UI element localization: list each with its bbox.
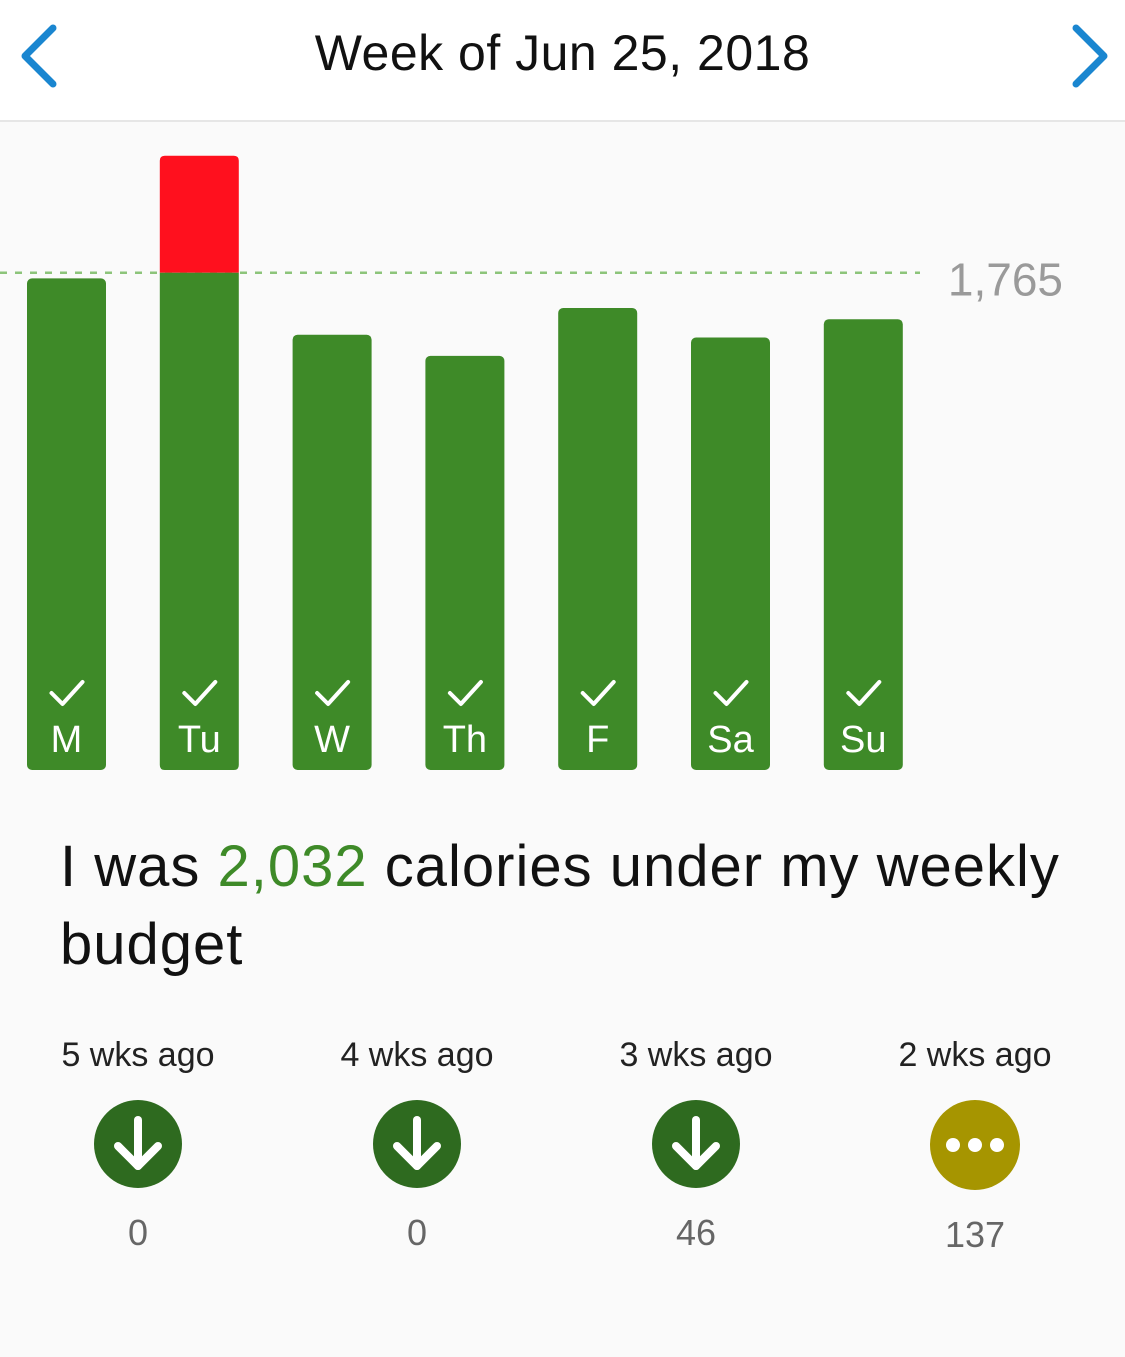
bar (558, 307, 638, 770)
history-value: 0 (127, 1212, 149, 1253)
weekly-calorie-chart: 1,765 M Tu W Th F Sa Su (0, 155, 1063, 770)
history-value: 46 (675, 1212, 717, 1253)
day-label: W (314, 719, 350, 761)
weekly-summary: I was 2,032 calories under my weekly bud… (60, 828, 1060, 984)
check-icon (713, 680, 749, 706)
bar (292, 334, 372, 770)
more-dots-icon (930, 1100, 1020, 1190)
next-week-button[interactable] (1055, 18, 1125, 94)
summary-suffix: calories under my weekly budget (60, 834, 1060, 977)
day-label: F (586, 719, 609, 761)
bar (27, 278, 106, 770)
bar (691, 337, 770, 770)
history-item[interactable]: 4 wks ago 0 (297, 1030, 537, 1254)
history-value: 137 (944, 1214, 1006, 1255)
check-icon (315, 680, 351, 706)
check-icon (580, 680, 616, 706)
previous-week-button[interactable] (4, 18, 74, 94)
check-icon (846, 680, 882, 706)
arrow-down-icon (373, 1100, 461, 1188)
budget-label: 1,765 (948, 254, 1063, 306)
chevron-left-icon (21, 24, 57, 88)
history-value: 0 (406, 1212, 428, 1253)
history-label: 3 wks ago (619, 1036, 773, 1074)
summary-prefix: I was (60, 834, 201, 899)
bar-over-budget (159, 155, 239, 273)
history-item[interactable]: 2 wks ago 137 (855, 1030, 1095, 1256)
history-label: 5 wks ago (61, 1036, 215, 1074)
day-label: Sa (707, 719, 754, 761)
arrow-down-icon (94, 1100, 182, 1188)
header-bar: Week of Jun 25, 2018 (0, 0, 1125, 122)
history-label: 4 wks ago (340, 1036, 494, 1074)
day-label: Su (840, 719, 886, 761)
chevron-right-icon (1072, 24, 1108, 88)
history-item[interactable]: 5 wks ago 0 (18, 1030, 258, 1254)
history-label: 2 wks ago (898, 1036, 1052, 1074)
page-title: Week of Jun 25, 2018 (314, 25, 811, 81)
bar (159, 272, 239, 770)
check-icon (447, 680, 483, 706)
summary-amount: 2,032 (217, 834, 368, 899)
day-label: Tu (178, 719, 221, 761)
check-icon (182, 680, 218, 706)
history-item[interactable]: 3 wks ago 46 (576, 1030, 816, 1254)
bar (823, 319, 903, 770)
check-icon (49, 680, 85, 706)
bar (425, 355, 505, 770)
day-label: M (51, 719, 83, 761)
day-label: Th (443, 719, 487, 761)
weekly-history: 5 wks ago 0 4 wks ago 0 3 wks ago 46 2 w… (0, 1030, 1125, 1270)
arrow-down-icon (652, 1100, 740, 1188)
